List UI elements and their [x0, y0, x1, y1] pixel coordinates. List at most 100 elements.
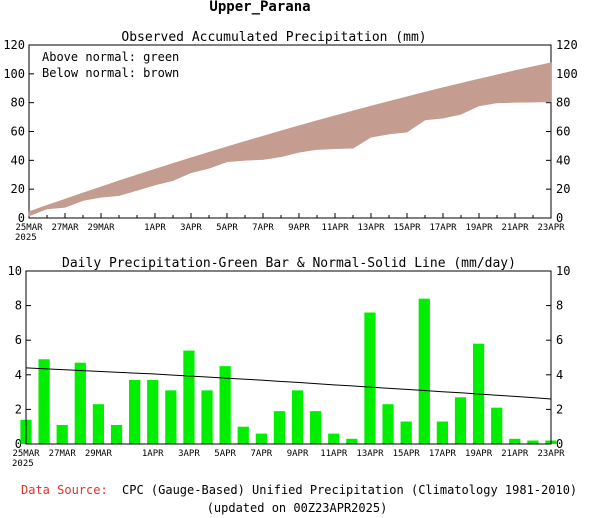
daily-precip-bar: [201, 390, 213, 444]
daily-xtick-label: 27MAR: [49, 449, 77, 459]
daily-precip-bar: [147, 379, 159, 444]
accum-ytick-label-right: 120: [556, 38, 578, 52]
accum-xtick-label: 19APR: [465, 223, 493, 233]
accum-ytick-label-left: 20: [11, 182, 25, 196]
accum-ytick-label-right: 80: [556, 96, 570, 110]
below-normal-annotation: Below normal: brown: [42, 66, 179, 80]
accum-ytick-label-left: 100: [3, 67, 25, 81]
accum-xtick-label: 13APR: [357, 223, 385, 233]
accum-ytick-label-left: 80: [11, 96, 25, 110]
daily-ytick-label-right: 0: [556, 437, 563, 451]
daily-precip-bar: [527, 440, 539, 444]
page-title: Upper_Parana: [209, 0, 310, 15]
daily-precip-bar: [436, 421, 448, 444]
accum-band-segment: [118, 174, 138, 197]
accum-xtick-label: 7APR: [252, 223, 274, 233]
accum-band-segment: [226, 141, 246, 163]
daily-precip-bar: [291, 390, 304, 444]
accum-band-segment: [406, 91, 426, 133]
accum-band-segment: [262, 130, 282, 160]
accum-xtick-label: 9APR: [288, 223, 310, 233]
daily-xtick-label: 7APR: [251, 449, 273, 459]
daily-xtick-label: 21APR: [501, 449, 529, 459]
daily-year-label: 2025: [12, 459, 34, 469]
accum-ytick-label-right: 60: [556, 125, 570, 139]
daily-xtick-label: 17APR: [429, 449, 457, 459]
daily-ytick-label-right: 8: [556, 299, 563, 313]
daily-ytick-label-left: 2: [15, 402, 22, 416]
accum-ytick-label-right: 20: [556, 182, 570, 196]
accum-xtick-label: 15APR: [393, 223, 421, 233]
accum-band-segment: [280, 125, 300, 158]
daily-precip-bar: [364, 312, 376, 444]
daily-xtick-label: 5APR: [214, 449, 236, 459]
accum-band-segment: [316, 115, 336, 150]
daily-ytick-label-left: 6: [15, 333, 22, 347]
daily-precipitation-chart: Daily Precipitation-Green Bar & Normal-S…: [8, 256, 571, 469]
daily-precip-bar: [129, 379, 141, 444]
accum-xtick-label: 3APR: [180, 223, 202, 233]
accum-band-segment: [28, 204, 48, 217]
daily-precip-bar: [110, 424, 123, 444]
accum-band-segment: [154, 162, 174, 186]
daily-chart-title: Daily Precipitation-Green Bar & Normal-S…: [62, 256, 516, 271]
daily-xtick-label: 25MAR: [12, 449, 40, 459]
accum-band-segment: [100, 180, 120, 198]
above-normal-annotation: Above normal: green: [42, 50, 179, 64]
accum-band-segment: [136, 168, 156, 191]
accum-band-segment: [388, 96, 408, 135]
daily-xtick-label: 9APR: [287, 449, 309, 459]
daily-ytick-label-left: 4: [15, 368, 22, 382]
accum-xtick-label: 29MAR: [87, 223, 115, 233]
accum-xtick-label: 23APR: [537, 223, 565, 233]
accum-year-label: 2025: [15, 233, 37, 243]
accum-band-segment: [478, 74, 498, 107]
daily-precip-bar: [509, 438, 521, 444]
daily-precip-bar: [237, 426, 249, 444]
accum-band-segment: [64, 192, 84, 208]
daily-plot-frame: [25, 270, 552, 445]
daily-xtick-label: 1APR: [142, 449, 164, 459]
data-source-label: Data Source:: [21, 483, 108, 497]
daily-ytick-label-right: 10: [556, 264, 570, 278]
accum-band-segment: [352, 105, 372, 149]
accum-band-segment: [190, 151, 210, 174]
daily-ytick-label-right: 6: [556, 333, 563, 347]
daily-xtick-label: 3APR: [178, 449, 200, 459]
accumulated-precipitation-chart: Observed Accumulated Precipitation (mm) …: [3, 30, 577, 243]
accum-band-segment: [442, 82, 462, 119]
accum-band-segment: [208, 146, 228, 169]
accum-ytick-label-right: 100: [556, 67, 578, 81]
daily-precip-bar: [382, 404, 394, 444]
accum-band-segment: [424, 87, 444, 121]
daily-xtick-label: 29MAR: [85, 449, 113, 459]
daily-precip-bar: [92, 404, 105, 444]
updated-timestamp: (updated on 00Z23APR2025): [207, 501, 388, 515]
daily-ytick-label-left: 8: [15, 299, 22, 313]
accum-band-segment: [298, 120, 318, 153]
accum-xtick-label: 5APR: [216, 223, 238, 233]
accum-ytick-label-left: 0: [18, 211, 25, 225]
daily-precip-bar: [310, 411, 322, 444]
daily-ytick-label-right: 4: [556, 368, 563, 382]
accum-band-segment: [496, 70, 516, 104]
daily-precip-bar: [165, 390, 177, 444]
accum-xtick-label: 25MAR: [15, 223, 43, 233]
daily-precip-bar: [38, 359, 50, 444]
daily-xtick-label: 19APR: [465, 449, 493, 459]
accum-ytick-label-left: 120: [3, 38, 25, 52]
daily-xtick-label: 13APR: [356, 449, 384, 459]
accum-xtick-label: 1APR: [144, 223, 166, 233]
accum-band-segment: [460, 78, 480, 115]
accum-band-segment: [514, 66, 534, 103]
accum-ytick-label-right: 40: [556, 153, 570, 167]
daily-plot-frame-overlay: [25, 270, 552, 445]
accum-band-segment: [370, 100, 390, 138]
daily-precip-bar: [418, 298, 430, 444]
accum-ytick-label-left: 60: [11, 125, 25, 139]
daily-precip-bar: [400, 421, 412, 444]
accum-xtick-label: 27MAR: [51, 223, 79, 233]
accum-ytick-label-right: 0: [556, 211, 563, 225]
daily-precip-bar: [183, 350, 195, 444]
